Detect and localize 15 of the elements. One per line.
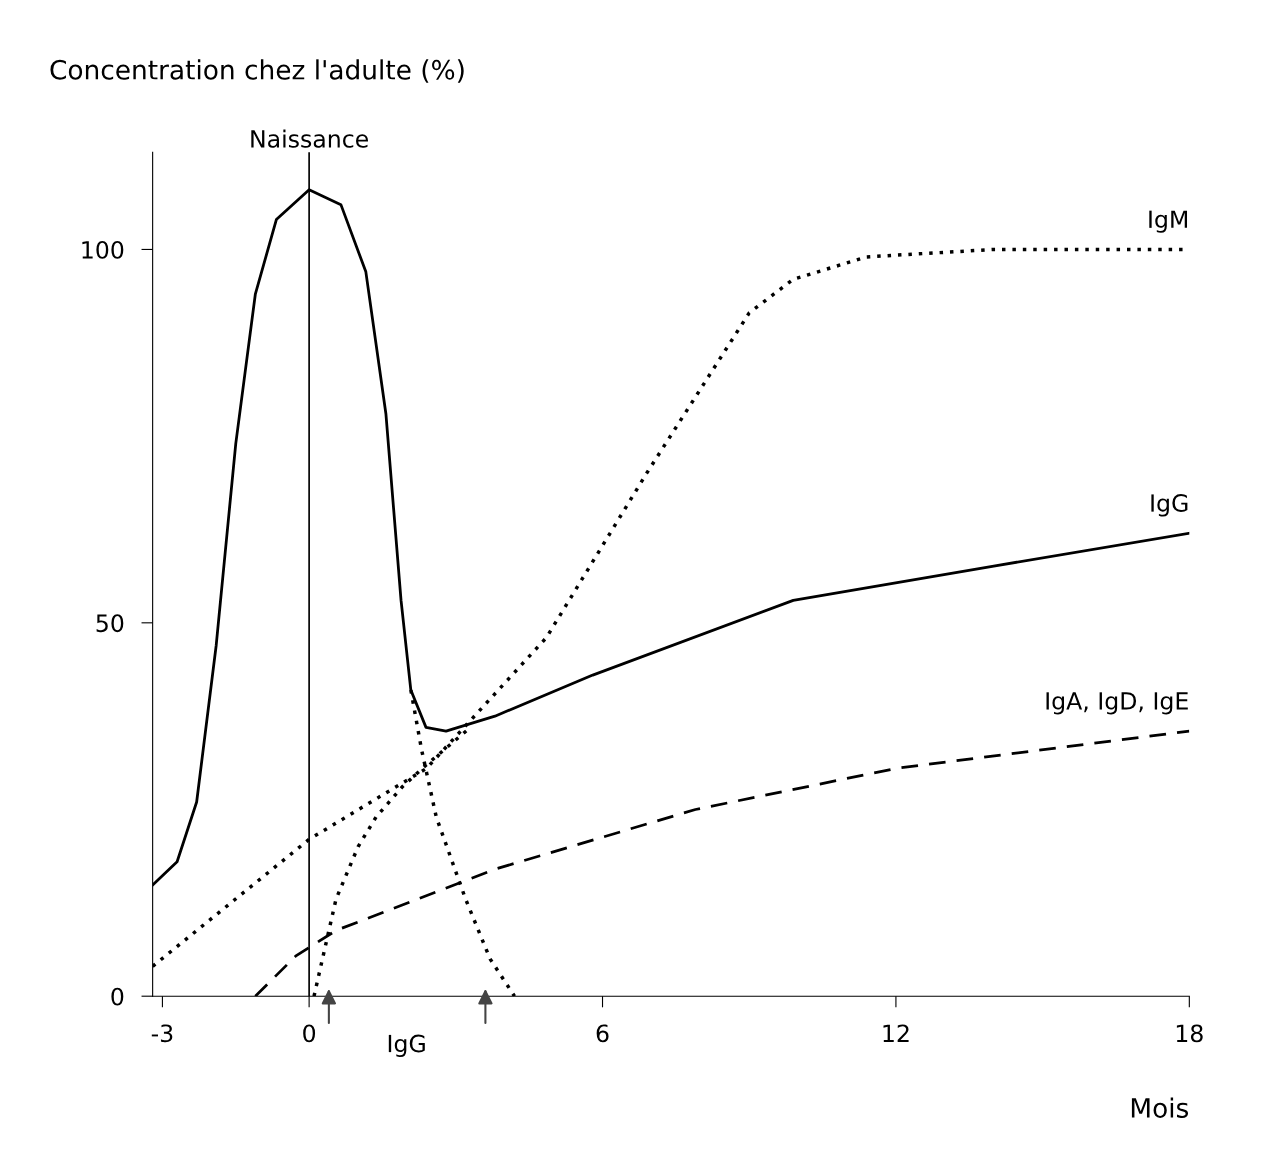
x-tick-label: -3 [151, 1024, 173, 1043]
y-tick-label: 100 [82, 240, 124, 259]
series-label: IgA, IgD, IgE [1046, 692, 1188, 715]
x-tick-label: 6 [596, 1024, 609, 1043]
series-label: IgM [1149, 210, 1188, 233]
x-tick-label: 0 [303, 1024, 316, 1043]
text: IgG [388, 1034, 425, 1058]
y-tick-label: 50 [96, 614, 124, 633]
y-tick-label: 0 [111, 987, 124, 1006]
x-tick-label: 18 [1176, 1024, 1203, 1043]
series-label: IgG [1151, 494, 1188, 517]
ref-line-label: Naissance [251, 129, 368, 148]
x-tick-label: 12 [883, 1024, 909, 1042]
y-axis-title: Concentration chez l'adulte (%) [50, 59, 464, 83]
x-axis-title: Mois [1131, 1097, 1189, 1118]
